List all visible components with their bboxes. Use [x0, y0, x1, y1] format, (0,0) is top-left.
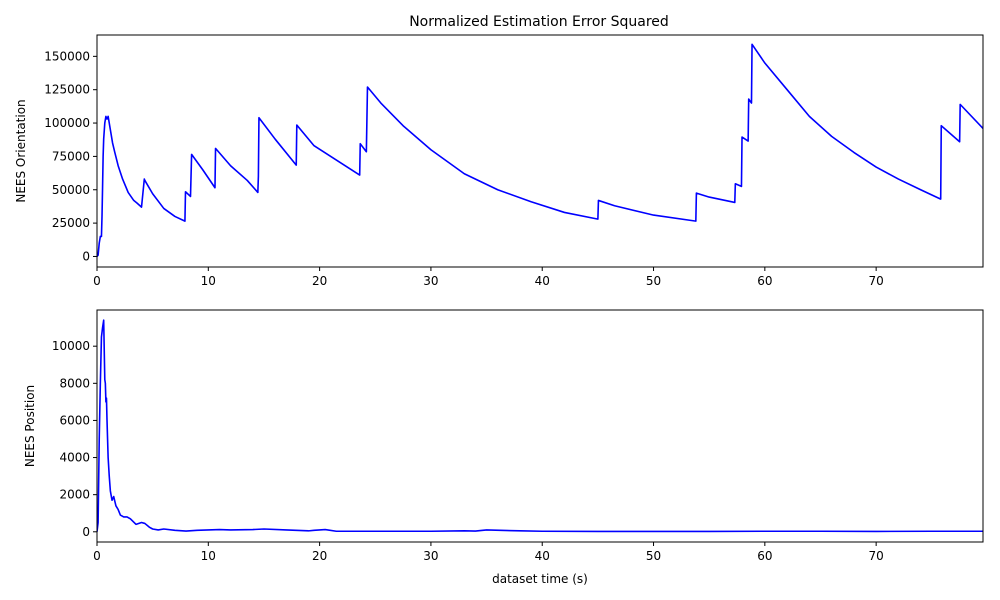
position-plot-frame [96, 309, 984, 543]
orientation-x-tick-label: 40 [535, 274, 550, 288]
position-y-axis-label: NEES Position [23, 385, 37, 467]
orientation-y-tick-label: 25000 [52, 216, 90, 230]
position-series-line [97, 319, 983, 533]
position-y-tick-label: 6000 [59, 413, 90, 427]
orientation-x-tick-label: 50 [646, 274, 661, 288]
position-x-tick-label: 60 [757, 549, 772, 563]
position-panel: 0 10 20 30 40 50 60 70 0 2000 4000 6000 8000 10000 NEE… [23, 309, 984, 586]
position-y-tick-label: 0 [82, 525, 90, 539]
orientation-x-tick-label: 60 [757, 274, 772, 288]
orientation-series-line [97, 43, 983, 257]
orientation-y-tick-label: 125000 [44, 83, 90, 97]
orientation-y-tick-label: 75000 [52, 149, 90, 163]
orientation-panel: 0 10 20 30 40 50 60 70 0 25000 50000 75000 100000 125… [14, 34, 984, 288]
position-x-tick-label: 30 [423, 549, 438, 563]
position-x-tick-label: 40 [535, 549, 550, 563]
position-x-axis-label: dataset time (s) [492, 572, 588, 586]
orientation-y-tick-label: 0 [82, 249, 90, 263]
position-x-tick-label: 10 [201, 549, 216, 563]
orientation-y-tick-label: 150000 [44, 49, 90, 63]
position-y-tick-label: 4000 [59, 451, 90, 465]
orientation-x-tick-label: 20 [312, 274, 327, 288]
position-x-tick-label: 50 [646, 549, 661, 563]
orientation-y-tick-label: 100000 [44, 116, 90, 130]
position-y-tick-label: 8000 [59, 376, 90, 390]
position-x-tick-label: 0 [93, 549, 101, 563]
position-y-tick-label: 10000 [52, 339, 90, 353]
orientation-x-tick-label: 30 [423, 274, 438, 288]
position-x-tick-label: 70 [869, 549, 884, 563]
position-x-tick-label: 20 [312, 549, 327, 563]
orientation-x-tick-label: 10 [201, 274, 216, 288]
orientation-x-tick-label: 70 [869, 274, 884, 288]
orientation-y-axis-label: NEES Orientation [14, 99, 28, 202]
position-y-tick-label: 2000 [59, 488, 90, 502]
orientation-plot-frame [96, 34, 984, 268]
orientation-x-tick-label: 0 [93, 274, 101, 288]
chart-title: Normalized Estimation Error Squared [409, 14, 669, 30]
orientation-y-tick-label: 50000 [52, 183, 90, 197]
